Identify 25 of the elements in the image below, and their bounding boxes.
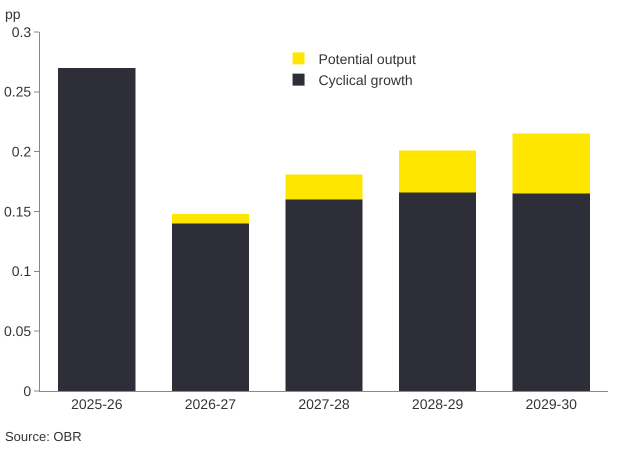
bar — [285, 174, 363, 200]
y-tick-label: 0.15 — [4, 203, 32, 220]
y-tick-label: 0 — [23, 382, 32, 399]
x-tick-label: 2025-26 — [71, 396, 123, 412]
x-tick-label: 2029-30 — [526, 396, 578, 412]
bar — [58, 68, 136, 391]
source-note: Source: OBR — [5, 429, 82, 444]
y-tick-label: 0.3 — [12, 24, 32, 40]
bar — [172, 214, 250, 224]
bar — [172, 223, 250, 391]
y-tick-label: 0.2 — [12, 144, 32, 160]
legend-label: Cyclical growth — [318, 72, 413, 88]
bar — [512, 134, 590, 194]
bar — [285, 200, 363, 391]
x-tick-label: 2027-28 — [298, 396, 350, 412]
y-tick-label: 0.1 — [12, 263, 32, 280]
x-tick-label: 2026-27 — [184, 396, 236, 412]
y-axis-title: pp — [5, 6, 21, 22]
bar — [512, 194, 590, 391]
x-tick-label: 2028-29 — [412, 396, 464, 412]
bar — [398, 192, 476, 391]
y-tick-label: 0.25 — [4, 84, 32, 100]
y-tick-label: 0.05 — [4, 323, 32, 340]
legend-label: Potential output — [318, 50, 416, 67]
bar — [398, 150, 476, 192]
